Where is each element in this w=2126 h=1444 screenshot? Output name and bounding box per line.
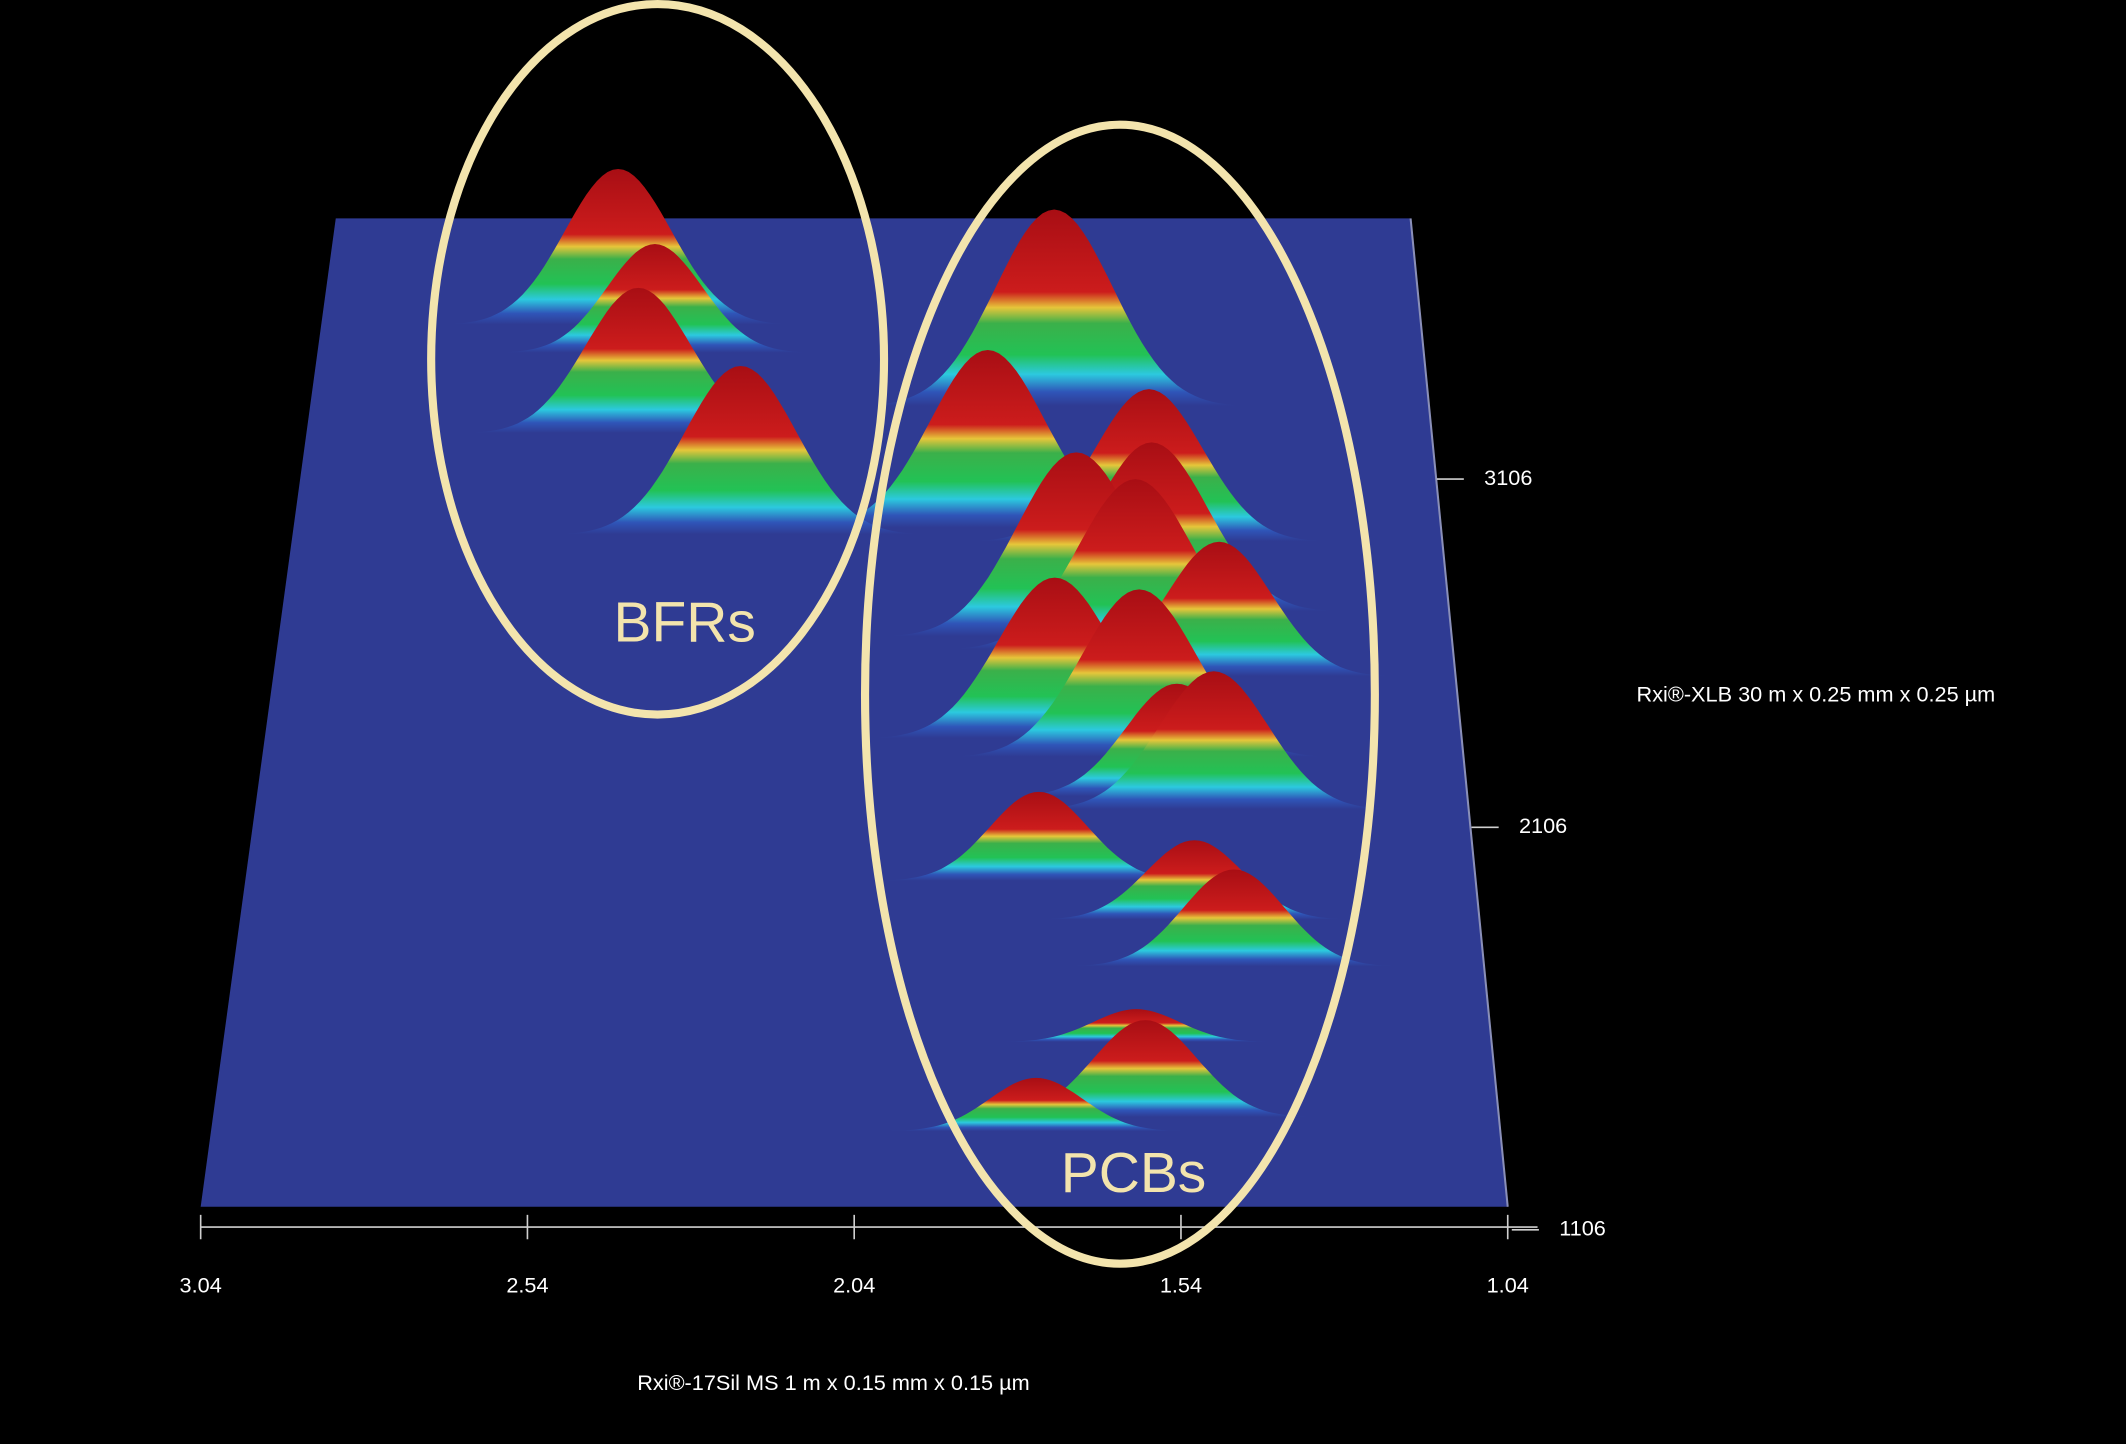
y-tick-label: 3106 [1484, 465, 1532, 490]
x-tick-label: 2.54 [506, 1272, 548, 1297]
x-axis-title: Rxi®-17Sil MS 1 m x 0.15 mm x 0.15 µm [637, 1370, 1029, 1395]
annotation: PCBs [1061, 1141, 1207, 1205]
x-tick-label: 3.04 [180, 1272, 222, 1297]
peak [881, 791, 1196, 881]
y-axis-title: Rxi®-XLB 30 m x 0.25 mm x 0.25 µm [1637, 681, 1996, 706]
peak [866, 209, 1242, 406]
plane-edge [1409, 218, 1509, 1207]
y-tick-label: 2106 [1519, 813, 1567, 838]
y-tick-label: 1106 [1559, 1216, 1606, 1241]
x-tick-label: 1.54 [1160, 1272, 1202, 1297]
peak [561, 365, 921, 535]
peak [887, 1077, 1186, 1132]
pcb-ring [860, 120, 1379, 1268]
peak [448, 168, 788, 325]
x-tick-label: 2.04 [833, 1272, 875, 1297]
peak [1072, 869, 1396, 967]
bfr-ring [427, 0, 889, 719]
peak [1039, 671, 1388, 810]
annotation: BFRs [614, 590, 756, 654]
x-tick-label: 1.04 [1487, 1272, 1529, 1297]
